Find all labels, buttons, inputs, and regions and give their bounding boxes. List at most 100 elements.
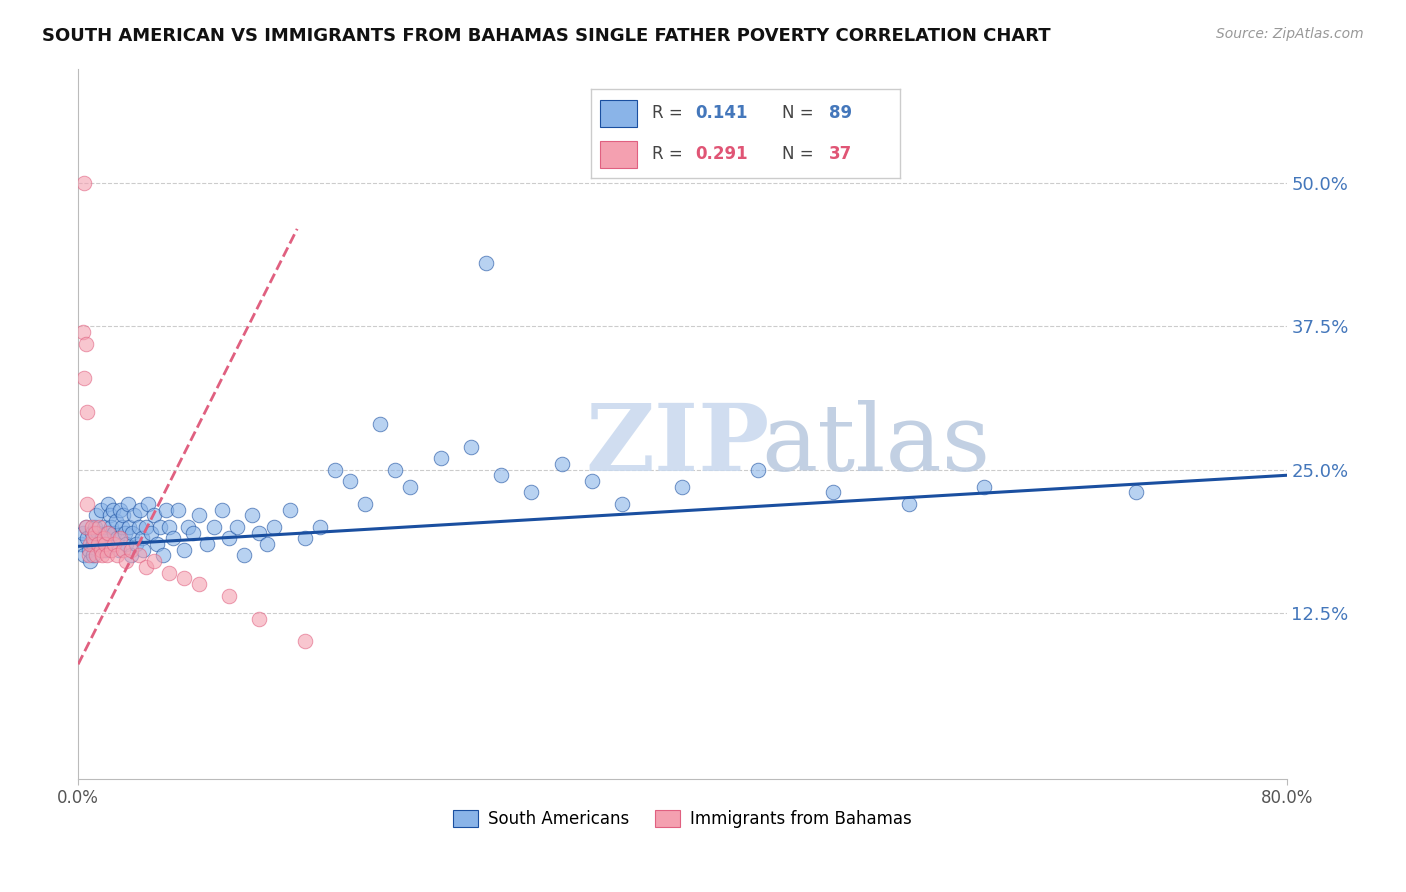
Point bbox=[73, 176, 96, 190]
Point bbox=[93, 520, 115, 534]
Point bbox=[129, 502, 152, 516]
Point bbox=[79, 537, 101, 551]
Point bbox=[173, 542, 195, 557]
Point bbox=[76, 531, 98, 545]
Point bbox=[149, 520, 172, 534]
Point bbox=[72, 525, 94, 540]
Point bbox=[89, 537, 111, 551]
Point bbox=[118, 520, 141, 534]
Point bbox=[75, 336, 97, 351]
Point bbox=[131, 531, 153, 545]
Point bbox=[240, 508, 263, 523]
Text: Source: ZipAtlas.com: Source: ZipAtlas.com bbox=[1216, 27, 1364, 41]
Point bbox=[91, 549, 114, 563]
Point bbox=[97, 497, 120, 511]
Point bbox=[233, 549, 256, 563]
Point bbox=[122, 508, 145, 523]
Point bbox=[550, 457, 572, 471]
Point bbox=[145, 537, 167, 551]
Text: N =: N = bbox=[782, 145, 820, 163]
Point bbox=[610, 497, 633, 511]
Point bbox=[82, 537, 104, 551]
Point bbox=[84, 508, 107, 523]
Point bbox=[128, 520, 150, 534]
Text: R =: R = bbox=[652, 145, 689, 163]
Point bbox=[747, 462, 769, 476]
Point bbox=[142, 554, 165, 568]
Point bbox=[112, 508, 135, 523]
Point bbox=[75, 520, 97, 534]
Point bbox=[100, 520, 122, 534]
Point bbox=[70, 537, 93, 551]
Text: ZIP: ZIP bbox=[586, 400, 770, 490]
Point bbox=[94, 537, 117, 551]
Point bbox=[98, 508, 121, 523]
Point bbox=[120, 542, 142, 557]
Point bbox=[76, 405, 98, 419]
Point bbox=[155, 502, 177, 516]
Point bbox=[114, 525, 136, 540]
Point bbox=[112, 542, 135, 557]
Point bbox=[177, 520, 200, 534]
Point bbox=[135, 520, 157, 534]
Point bbox=[195, 537, 218, 551]
Point bbox=[87, 537, 110, 551]
Point bbox=[142, 508, 165, 523]
Point bbox=[247, 611, 270, 625]
Point bbox=[188, 577, 211, 591]
Point bbox=[110, 531, 132, 545]
Point bbox=[79, 554, 101, 568]
Point bbox=[897, 497, 920, 511]
Point bbox=[75, 520, 97, 534]
Point bbox=[108, 542, 131, 557]
Text: 0.141: 0.141 bbox=[696, 104, 748, 122]
Point bbox=[181, 525, 204, 540]
Point bbox=[225, 520, 247, 534]
Point bbox=[104, 514, 127, 528]
Text: R =: R = bbox=[652, 104, 689, 122]
Point bbox=[384, 462, 406, 476]
Point bbox=[294, 634, 316, 648]
Point bbox=[132, 542, 155, 557]
Point bbox=[581, 474, 603, 488]
Point bbox=[354, 497, 377, 511]
Point bbox=[823, 485, 845, 500]
Point bbox=[80, 520, 103, 534]
Point bbox=[97, 525, 120, 540]
Point bbox=[1125, 485, 1147, 500]
FancyBboxPatch shape bbox=[600, 141, 637, 168]
Point bbox=[72, 325, 94, 339]
Point bbox=[76, 497, 98, 511]
Point bbox=[121, 525, 143, 540]
Point bbox=[128, 549, 150, 563]
Point bbox=[294, 531, 316, 545]
Point bbox=[202, 520, 225, 534]
Point bbox=[263, 520, 285, 534]
Point bbox=[152, 549, 174, 563]
Text: 89: 89 bbox=[828, 104, 852, 122]
Point bbox=[278, 502, 301, 516]
Point bbox=[90, 542, 112, 557]
Point bbox=[96, 525, 118, 540]
Point bbox=[77, 542, 100, 557]
Point bbox=[188, 508, 211, 523]
Point bbox=[103, 537, 125, 551]
Point bbox=[94, 542, 117, 557]
Point bbox=[115, 537, 138, 551]
Point bbox=[105, 531, 128, 545]
Point bbox=[91, 531, 114, 545]
Point bbox=[671, 480, 693, 494]
Point bbox=[211, 502, 233, 516]
Text: 37: 37 bbox=[828, 145, 852, 163]
Point bbox=[973, 480, 995, 494]
Point bbox=[83, 520, 105, 534]
Point bbox=[218, 531, 240, 545]
Point bbox=[323, 462, 346, 476]
Point bbox=[368, 417, 391, 431]
Point bbox=[162, 531, 184, 545]
Point bbox=[73, 371, 96, 385]
Point bbox=[77, 549, 100, 563]
Point bbox=[157, 566, 180, 580]
Point bbox=[139, 525, 162, 540]
Point bbox=[308, 520, 330, 534]
